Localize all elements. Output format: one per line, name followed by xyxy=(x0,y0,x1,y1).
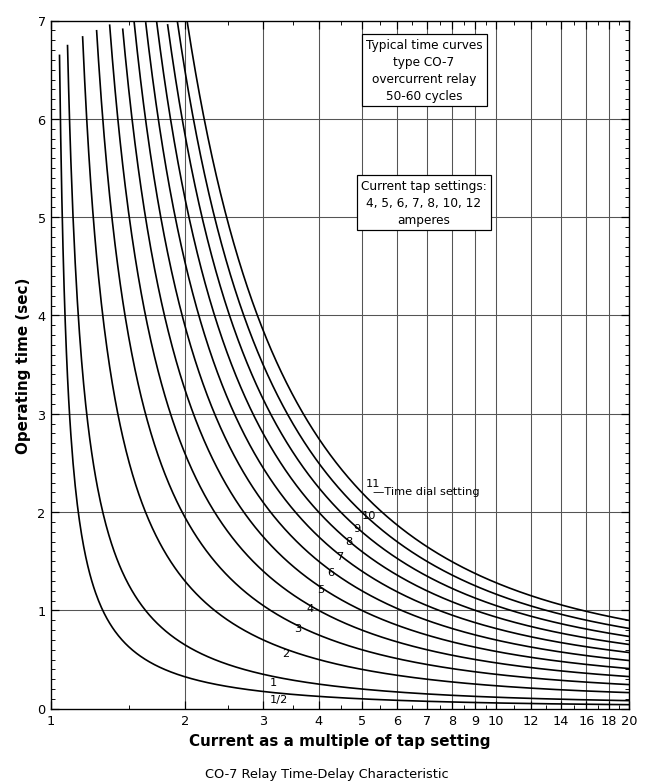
Text: CO-7 Relay Time-Delay Characteristic: CO-7 Relay Time-Delay Characteristic xyxy=(205,767,449,780)
Text: 11: 11 xyxy=(366,479,380,488)
Text: 1/2: 1/2 xyxy=(270,694,288,704)
Text: 8: 8 xyxy=(345,537,353,546)
Text: Current tap settings:
4, 5, 6, 7, 8, 10, 12
amperes: Current tap settings: 4, 5, 6, 7, 8, 10,… xyxy=(361,180,487,227)
Text: 1: 1 xyxy=(270,677,277,687)
Text: 3: 3 xyxy=(294,624,301,633)
X-axis label: Current as a multiple of tap setting: Current as a multiple of tap setting xyxy=(190,733,491,748)
Text: 5: 5 xyxy=(318,585,325,594)
Text: 4: 4 xyxy=(306,603,313,613)
Y-axis label: Operating time (sec): Operating time (sec) xyxy=(16,277,31,453)
Text: 6: 6 xyxy=(327,567,334,577)
Text: Typical time curves
type CO-7
overcurrent relay
50-60 cycles: Typical time curves type CO-7 overcurren… xyxy=(366,38,483,103)
Text: 10: 10 xyxy=(362,510,376,521)
Text: 9: 9 xyxy=(354,523,361,533)
Text: 7: 7 xyxy=(336,551,343,561)
Text: 2: 2 xyxy=(283,648,290,659)
Text: —Time dial setting: —Time dial setting xyxy=(373,487,480,497)
